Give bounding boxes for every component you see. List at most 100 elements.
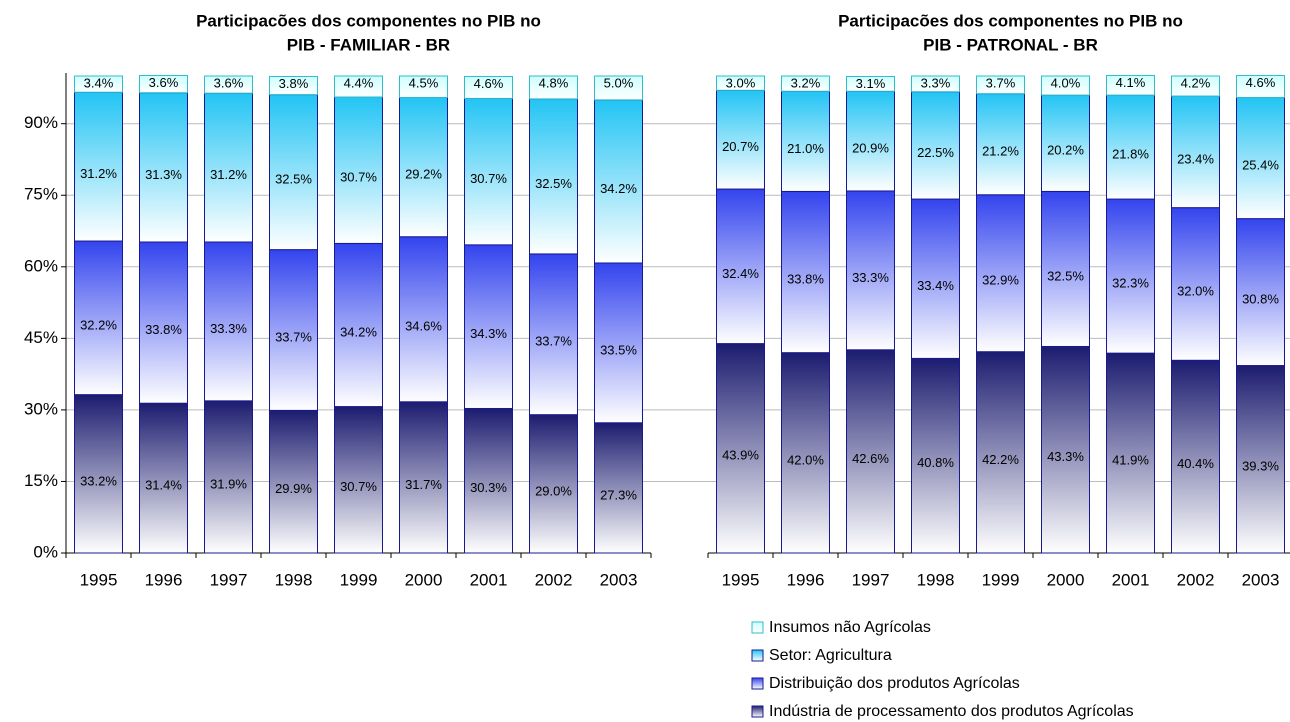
bar-segment [716, 188, 765, 345]
x-tick-label: 2001 [1112, 570, 1150, 589]
x-tick-label: 2003 [600, 570, 638, 589]
bar-segment [1106, 198, 1155, 354]
data-label: 4.0% [1051, 75, 1081, 90]
data-label: 5.0% [604, 75, 634, 90]
data-label: 33.8% [145, 322, 182, 337]
data-label: 4.6% [1246, 75, 1276, 90]
x-tick-label: 2002 [1177, 570, 1215, 589]
y-tick-label: 60% [24, 256, 58, 275]
data-label: 4.4% [344, 75, 374, 90]
bar-segment [464, 75, 513, 99]
bar-segment [1236, 96, 1285, 220]
y-tick-label: 90% [24, 113, 58, 132]
data-label: 33.2% [80, 473, 117, 488]
bar-segment [1171, 95, 1220, 209]
legend-label: Distribuição dos produtos Agrícolas [769, 675, 1020, 692]
bar-segment [1236, 218, 1285, 367]
data-label: 3.6% [149, 75, 179, 90]
bar-segment [464, 97, 513, 246]
data-label: 34.6% [405, 319, 442, 334]
data-label: 33.8% [787, 271, 824, 286]
legend-swatch [751, 621, 764, 634]
data-label: 20.2% [1047, 143, 1084, 158]
x-tick-label: 1999 [982, 570, 1020, 589]
data-label: 31.2% [80, 166, 117, 181]
bar-segment [139, 241, 188, 404]
x-tick-label: 2002 [535, 570, 573, 589]
data-label: 21.0% [787, 141, 824, 156]
data-label: 32.5% [535, 176, 572, 191]
bar-segment [204, 92, 253, 243]
x-tick-label: 1999 [340, 570, 378, 589]
y-tick-label: 15% [24, 471, 58, 490]
bar-segment [1171, 359, 1220, 554]
bar-segment [594, 99, 643, 264]
data-label: 30.7% [340, 479, 377, 494]
bar-segment [1041, 94, 1090, 192]
y-tick-label: 30% [24, 399, 58, 418]
bar-segment [1171, 75, 1220, 97]
data-label: 33.7% [535, 334, 572, 349]
x-tick-label: 1996 [787, 570, 825, 589]
x-tick-label: 2001 [470, 570, 508, 589]
bar-segment [74, 75, 123, 93]
bar-segment [1041, 75, 1090, 96]
bar-segment [74, 91, 123, 242]
bar-segment [529, 75, 578, 100]
bar-segment [1106, 352, 1155, 554]
data-label: 40.4% [1177, 456, 1214, 471]
data-label: 31.4% [145, 478, 182, 493]
bar-segment [204, 241, 253, 402]
data-label: 43.9% [722, 448, 759, 463]
bar-segment [911, 198, 960, 359]
data-label: 4.5% [409, 75, 439, 90]
bar-segment [399, 75, 448, 98]
bar-segment [1041, 345, 1090, 554]
data-label: 21.8% [1112, 147, 1149, 162]
data-label: 30.7% [470, 171, 507, 186]
bar-segment [594, 262, 643, 424]
x-tick-label: 2000 [405, 570, 443, 589]
chart-title: PIB - PATRONAL - BR [923, 35, 1098, 54]
data-label: 30.8% [1242, 292, 1279, 307]
data-label: 21.2% [982, 144, 1019, 159]
bar-segment [334, 96, 383, 244]
data-label: 20.7% [722, 139, 759, 154]
data-label: 33.5% [600, 342, 637, 357]
legend-swatch [751, 649, 764, 662]
data-label: 34.3% [470, 326, 507, 341]
bar-segment [399, 236, 448, 403]
data-label: 34.2% [340, 324, 377, 339]
data-label: 29.0% [535, 483, 572, 498]
data-label: 33.4% [917, 278, 954, 293]
data-label: 41.9% [1112, 453, 1149, 468]
data-label: 20.9% [852, 141, 889, 156]
data-label: 32.0% [1177, 283, 1214, 298]
bar-segment [911, 91, 960, 200]
data-label: 3.7% [986, 75, 1016, 90]
bar-segment [846, 75, 895, 92]
x-tick-label: 1997 [852, 570, 890, 589]
bar-segment [716, 89, 765, 190]
bar-segment [334, 75, 383, 98]
data-label: 3.0% [726, 75, 756, 90]
data-label: 31.9% [210, 476, 247, 491]
bar-segment [781, 75, 830, 92]
bar-segment [594, 75, 643, 101]
data-label: 4.2% [1181, 75, 1211, 90]
x-tick-label: 2000 [1047, 570, 1085, 589]
data-label: 27.3% [600, 487, 637, 502]
data-label: 4.1% [1116, 75, 1146, 90]
data-label: 42.0% [787, 452, 824, 467]
bar-segment [464, 407, 513, 554]
data-label: 31.2% [210, 167, 247, 182]
data-label: 3.6% [214, 75, 244, 90]
data-label: 31.3% [145, 167, 182, 182]
legend-label: Indústria de processamento dos produtos … [769, 703, 1134, 720]
data-label: 3.1% [856, 76, 886, 91]
bar-segment [529, 253, 578, 416]
data-label: 32.5% [275, 172, 312, 187]
bar-segment [1171, 207, 1220, 361]
data-label: 4.8% [539, 75, 569, 90]
bar-segment [74, 240, 123, 396]
